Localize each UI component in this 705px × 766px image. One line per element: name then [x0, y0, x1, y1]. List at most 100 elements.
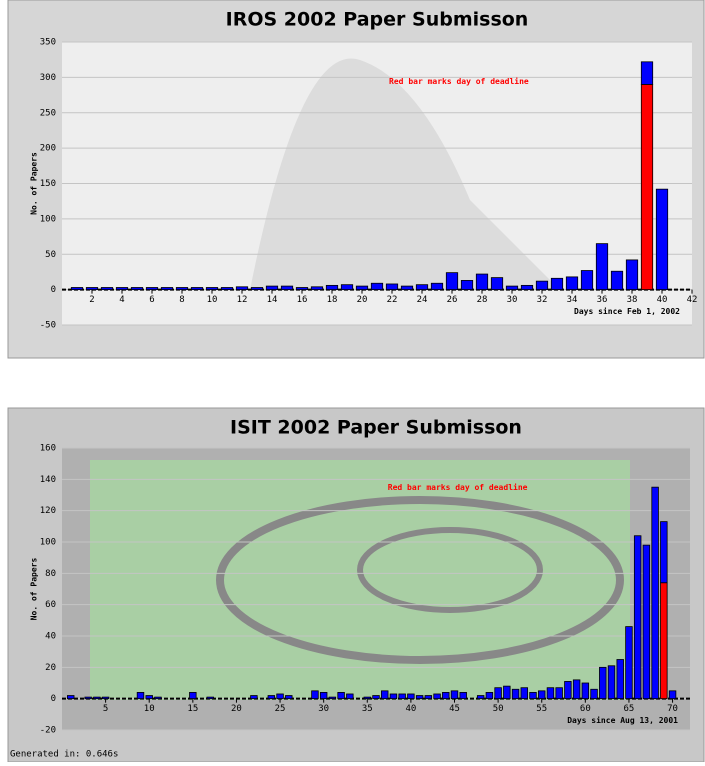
bar	[661, 583, 668, 699]
bar	[312, 691, 319, 699]
y-tick-label: 80	[45, 569, 56, 579]
bar	[565, 681, 572, 698]
x-tick-label: 28	[477, 295, 488, 305]
bar	[416, 285, 427, 290]
bar	[408, 694, 415, 699]
bar	[521, 688, 528, 699]
bar	[461, 280, 472, 289]
x-tick-label: 22	[387, 295, 398, 305]
bar	[634, 536, 641, 699]
bar	[356, 286, 367, 290]
y-tick-label: -20	[40, 726, 56, 736]
x-tick-label: 45	[449, 704, 460, 714]
bar	[566, 277, 577, 290]
bar	[190, 692, 197, 698]
bar	[656, 189, 667, 289]
bar	[521, 285, 532, 289]
bar	[401, 286, 412, 290]
y-tick-label: -50	[40, 321, 56, 331]
bar	[599, 667, 606, 698]
bar	[85, 697, 92, 699]
y-tick-label: 140	[40, 475, 56, 485]
x-tick-label: 30	[507, 295, 518, 305]
bar	[486, 692, 493, 698]
y-tick-label: 120	[40, 506, 56, 516]
bar	[617, 660, 624, 699]
y-tick-label: 0	[51, 694, 56, 704]
bar	[581, 271, 592, 290]
bar	[641, 84, 652, 289]
y-tick-label: 350	[40, 38, 56, 48]
y-tick-label: 40	[45, 632, 56, 642]
bar	[131, 288, 142, 290]
bar	[347, 694, 354, 699]
bar	[94, 697, 101, 699]
chart-title: IROS 2002 Paper Submisson	[226, 9, 529, 31]
x-tick-label: 24	[417, 295, 428, 305]
x-tick-label: 25	[275, 704, 286, 714]
bar	[641, 62, 652, 85]
bar	[326, 285, 337, 289]
x-tick-label: 20	[231, 704, 242, 714]
x-axis-label: Days since Feb 1, 2002	[574, 306, 680, 316]
bar	[341, 285, 352, 290]
bar	[451, 691, 458, 699]
x-tick-label: 38	[627, 295, 638, 305]
bar	[669, 691, 676, 699]
bar	[477, 696, 484, 699]
y-tick-label: 150	[40, 179, 56, 189]
y-axis-label: No. of Papers	[30, 152, 39, 215]
bar	[161, 288, 172, 290]
bar	[446, 273, 457, 290]
x-tick-label: 12	[237, 295, 248, 305]
x-tick-label: 55	[536, 704, 547, 714]
x-tick-label: 30	[318, 704, 329, 714]
bar	[296, 288, 307, 290]
bar	[386, 284, 397, 290]
bar	[71, 288, 82, 290]
bar	[381, 691, 388, 699]
bar	[390, 694, 397, 699]
bar	[652, 487, 659, 698]
y-tick-label: 250	[40, 108, 56, 118]
bar	[596, 244, 607, 290]
bar	[320, 692, 327, 698]
x-tick-label: 50	[493, 704, 504, 714]
bar	[236, 287, 247, 290]
x-axis-label: Days since Aug 13, 2001	[567, 715, 678, 725]
bar	[476, 274, 487, 290]
bar	[268, 696, 275, 699]
bar	[643, 545, 650, 699]
y-axis-label: No. of Papers	[30, 558, 39, 621]
bar	[431, 283, 442, 289]
bar	[281, 286, 292, 290]
bar	[536, 281, 547, 289]
screenshot: Generated in: 0.646s IROS 2002 Paper Sub…	[0, 0, 705, 762]
bar	[176, 288, 187, 290]
bar	[277, 694, 284, 699]
bar	[251, 288, 262, 290]
bar	[251, 696, 258, 699]
bar	[266, 286, 277, 290]
x-tick-label: 15	[187, 704, 198, 714]
x-tick-label: 18	[327, 295, 338, 305]
bar	[146, 696, 153, 699]
bar	[207, 697, 214, 699]
x-tick-label: 34	[567, 295, 578, 305]
bar	[591, 689, 598, 698]
x-tick-label: 14	[267, 295, 278, 305]
y-tick-label: 50	[45, 250, 56, 260]
x-tick-label: 40	[405, 704, 416, 714]
x-tick-label: 42	[687, 295, 698, 305]
bar	[364, 697, 371, 699]
x-tick-label: 26	[447, 295, 458, 305]
x-tick-label: 32	[537, 295, 548, 305]
bar	[338, 692, 345, 698]
bar	[416, 696, 423, 699]
x-tick-label: 6	[149, 295, 154, 305]
bar	[285, 696, 292, 699]
x-tick-label: 40	[657, 295, 668, 305]
bar	[495, 688, 502, 699]
y-tick-label: 300	[40, 73, 56, 83]
bar	[221, 288, 232, 290]
